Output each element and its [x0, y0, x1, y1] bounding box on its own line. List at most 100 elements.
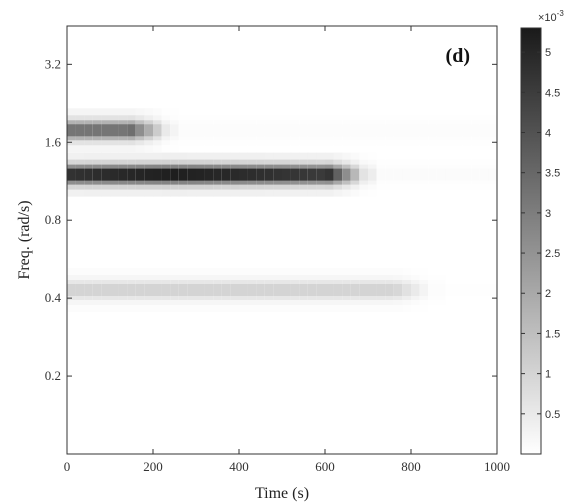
heatmap-cell — [256, 124, 266, 137]
heatmap-cell — [393, 168, 403, 181]
heatmap-cell — [419, 284, 429, 296]
y-tick-label: 0.2 — [45, 368, 61, 383]
heatmap-cell — [135, 168, 145, 181]
heatmap-cell — [428, 124, 438, 137]
heatmap-cell — [333, 168, 343, 181]
heatmap-cell — [92, 168, 102, 181]
heatmap-cell — [204, 284, 214, 296]
heatmap-cell — [101, 284, 111, 296]
heatmap-cell — [419, 168, 429, 181]
heatmap-cell — [488, 124, 497, 137]
heatmap-cell — [153, 168, 163, 181]
heatmap-cell — [325, 168, 335, 181]
y-tick-label: 0.8 — [45, 212, 61, 227]
heatmap-cell — [307, 284, 317, 296]
heatmap-cell — [161, 168, 171, 181]
heatmap-cell — [187, 284, 197, 296]
heatmap-cell — [110, 168, 120, 181]
heatmap-cell — [178, 124, 188, 137]
heatmap-cell — [454, 168, 464, 181]
heatmap-cell — [471, 168, 481, 181]
heatmap-cell — [239, 124, 249, 137]
heatmap-cell — [325, 124, 335, 137]
heatmap-cell — [462, 284, 472, 296]
heatmap-cell — [299, 124, 309, 137]
heatmap-cell — [161, 124, 171, 137]
heatmap-cell — [333, 284, 343, 296]
heatmap-cell — [402, 124, 412, 137]
heatmap-cell — [196, 124, 206, 137]
heatmap-cell — [445, 284, 455, 296]
heatmap-cell — [462, 168, 472, 181]
colorbar-tick-label: 3 — [545, 208, 551, 220]
heatmap-cell — [299, 284, 309, 296]
heatmap-cell — [290, 124, 300, 137]
colorbar-tick-label: 5 — [545, 47, 551, 59]
heatmap-cell — [411, 124, 421, 137]
heatmap-cell — [454, 284, 464, 296]
heatmap-cell — [436, 284, 446, 296]
heatmap-cell — [170, 284, 180, 296]
heatmap-cell — [428, 284, 438, 296]
heatmap-cell — [256, 284, 266, 296]
heatmap-cell — [75, 124, 85, 137]
heatmap-cell — [127, 284, 137, 296]
heatmap-cell — [67, 168, 77, 181]
x-tick-label: 0 — [64, 459, 71, 474]
heatmap-cell — [75, 284, 85, 296]
heatmap-cell — [92, 124, 102, 137]
heatmap-cell — [264, 284, 274, 296]
y-tick-label: 3.2 — [45, 56, 61, 71]
heatmap-cell — [368, 124, 378, 137]
heatmap-cell — [376, 124, 386, 137]
heatmap-cell — [239, 284, 249, 296]
x-tick-label: 200 — [143, 459, 163, 474]
heatmap-cell — [92, 284, 102, 296]
heatmap-cell — [454, 124, 464, 137]
heatmap-cell — [256, 168, 266, 181]
plot-frame — [66, 25, 498, 455]
heatmap-cell — [153, 284, 163, 296]
heatmap-cell — [479, 124, 489, 137]
heatmap-cell — [393, 284, 403, 296]
heatmap-cell — [67, 284, 77, 296]
colorbar-tick-label: 4.5 — [545, 87, 560, 99]
heatmap-cell — [67, 124, 77, 137]
x-tick-label: 1000 — [484, 459, 510, 474]
y-tick-label: 0.4 — [45, 290, 62, 305]
heatmap-cell — [359, 284, 369, 296]
heatmap-cell — [342, 124, 352, 137]
heatmap-cell — [178, 168, 188, 181]
heatmap-cell — [445, 168, 455, 181]
heatmap-cell — [230, 284, 240, 296]
heatmap-cell — [75, 168, 85, 181]
panel-label: (d) — [446, 45, 470, 67]
heatmap-cell — [359, 124, 369, 137]
colorbar-tick-label: 4 — [545, 127, 551, 139]
heatmap-cell — [273, 124, 283, 137]
heatmap-cell — [178, 284, 188, 296]
heatmap-cell — [411, 284, 421, 296]
heatmap-cell — [144, 168, 154, 181]
heatmap-cell — [436, 168, 446, 181]
heatmap-cell — [368, 284, 378, 296]
heatmap-cell — [411, 168, 421, 181]
heatmap-cell — [342, 168, 352, 181]
heatmap-cell — [290, 284, 300, 296]
y-axis-label: Freq. (rad/s) — [16, 200, 33, 279]
heatmap-cell — [479, 168, 489, 181]
heatmap-cell — [376, 168, 386, 181]
x-tick-label: 600 — [315, 459, 335, 474]
heatmap-cell — [127, 124, 137, 137]
x-tick-label: 800 — [401, 459, 421, 474]
heatmap-cell — [488, 168, 497, 181]
heatmap-cell — [471, 124, 481, 137]
heatmap-cell — [230, 168, 240, 181]
heatmap-cell — [196, 168, 206, 181]
heatmap-cell — [462, 124, 472, 137]
heatmap-cells — [67, 108, 497, 312]
x-axis-ticks: 0 200 400 600 800 1000 — [64, 26, 510, 474]
y-axis-ticks: 0.2 0.4 0.8 1.6 3.2 — [45, 56, 497, 383]
colorbar-tick-label: 2 — [545, 288, 551, 300]
heatmap-cell — [135, 284, 145, 296]
